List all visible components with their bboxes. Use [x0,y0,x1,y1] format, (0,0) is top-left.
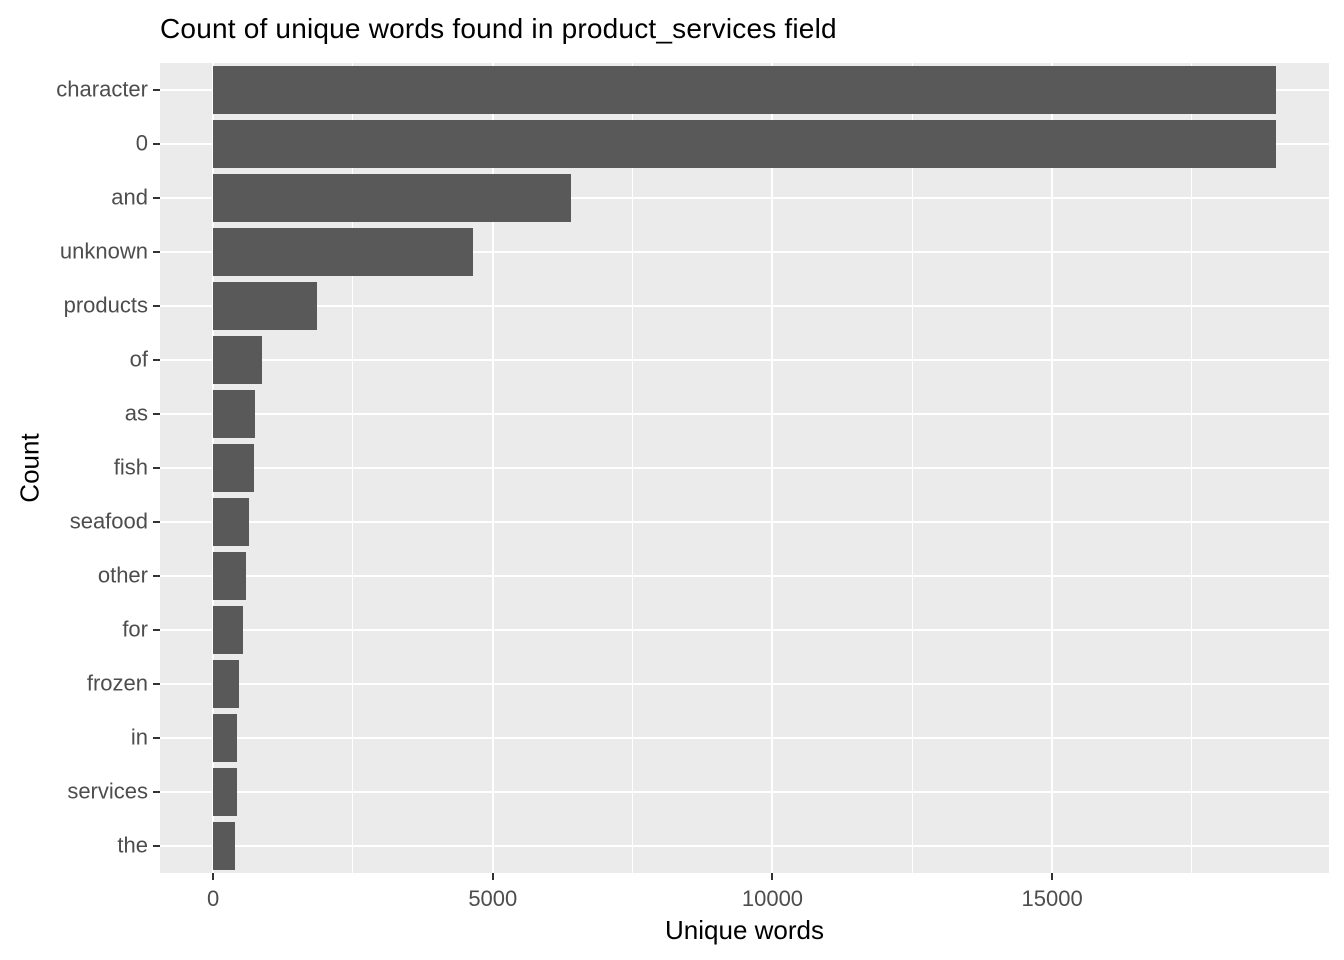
gridline-major-y [160,359,1329,361]
x-axis-tick [1051,873,1054,880]
y-axis-tick-label: products [63,292,148,318]
chart-title: Count of unique words found in product_s… [160,13,837,44]
gridline-major-y [160,413,1329,415]
y-axis-tick-label: character [56,76,148,102]
y-axis-tick-label: for [122,616,148,642]
y-axis-tick [153,89,160,91]
gridline-major-y [160,683,1329,685]
y-axis-tick-label: fish [113,454,148,480]
gridline-major-y [160,305,1329,307]
y-axis-tick-label: unknown [59,238,148,264]
x-axis-tick [771,873,774,880]
gridline-major-y [160,737,1329,739]
x-axis-tick-label: 0 [207,886,220,911]
y-axis-tick [153,629,160,631]
bar-as [213,389,256,439]
y-axis-tick [153,143,160,145]
gridline-major-y [160,251,1329,253]
bar-for [213,605,244,655]
y-axis-tick [153,413,160,415]
bar-of [213,335,263,385]
y-axis-tick [153,359,160,361]
plot-panel [160,63,1329,873]
x-axis-title: Unique words [665,915,824,945]
y-axis-tick-label: seafood [69,508,148,534]
y-axis-tick [153,845,160,847]
x-axis-tick-label: 10000 [741,886,804,911]
y-axis-tick-label: and [111,184,148,210]
y-axis-tick-label: services [67,778,148,804]
y-axis-tick [153,737,160,739]
y-axis-tick [153,791,160,793]
bar-character [213,65,1276,115]
gridline-major-y [160,521,1329,523]
x-axis-tick [212,873,215,880]
bar-unknown [213,227,473,277]
bar-other [213,551,246,601]
x-axis-tick [491,873,494,880]
y-axis-tick [153,251,160,253]
bar-services [213,767,237,817]
bar-products [213,281,318,331]
gridline-major-y [160,791,1329,793]
y-axis-tick-label: of [129,346,148,372]
gridline-major-y [160,197,1329,199]
y-axis-tick-label: in [130,724,148,750]
y-axis-tick-label: other [97,562,148,588]
gridline-major-y [160,629,1329,631]
y-axis-tick-label: 0 [135,130,148,156]
y-axis-tick [153,521,160,523]
y-axis-tick [153,467,160,469]
gridline-major-y [160,575,1329,577]
gridline-major-y [160,467,1329,469]
y-axis-tick [153,197,160,199]
bar-in [213,713,238,763]
y-axis-tick [153,683,160,685]
bar-seafood [213,497,249,547]
y-axis-tick [153,575,160,577]
bar-and [213,173,571,223]
bar-the [213,821,235,871]
x-axis-tick-label: 5000 [468,886,518,911]
bar-fish [213,443,254,493]
bar-frozen [213,659,239,709]
x-axis-tick-label: 15000 [1021,886,1083,911]
y-axis-tick-label: the [117,832,148,858]
y-axis-tick-label: as [124,400,148,426]
y-axis-tick [153,305,160,307]
gridline-major-y [160,845,1329,847]
y-axis-tick-label: frozen [86,670,148,696]
y-axis-title: Count [14,433,45,503]
bar-0 [213,119,1276,169]
